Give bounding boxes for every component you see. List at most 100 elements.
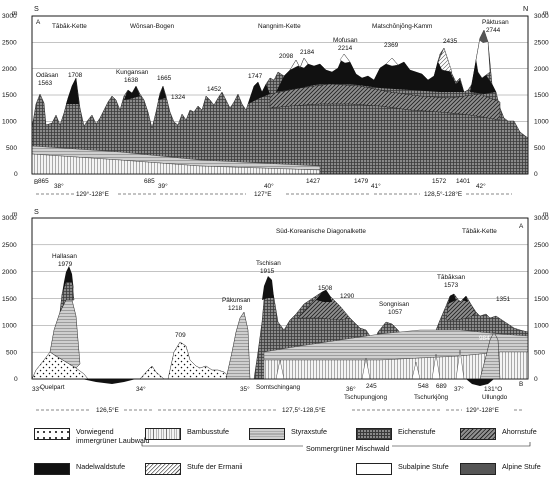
bottom-peak-984: 984 [479, 335, 490, 342]
top-ermanii-zone [437, 47, 453, 73]
bottom-corner-a: A [519, 223, 524, 230]
top-labels: S N m m A B 3000 2500 2000 1500 1000 500… [2, 4, 549, 190]
bottom-ytick-r-500: 500 [534, 350, 545, 357]
top-ytick-r-3000: 3000 [534, 13, 549, 20]
bottom-hallasan-styrax [49, 299, 81, 369]
bottom-lat-35: 35° [240, 385, 250, 393]
top-peak-kungansan-name: Kungansan [116, 69, 149, 76]
top-peak-paktusan-height: 2744 [486, 27, 501, 34]
top-bottom-685: 685 [144, 178, 155, 185]
bottom-pakunsan [225, 311, 251, 380]
top-ytick-500: 500 [6, 145, 17, 152]
top-range-wonsan: Wŏnsan-Bogen [130, 23, 174, 30]
legend-label-ermanii: Stufe der Ermanii [187, 462, 243, 471]
legend-label-bambus: Bambusstufe [187, 427, 229, 436]
legend-item-ermanii: Stufe der Ermanii [145, 462, 243, 475]
legend-swatch-ermanii [145, 463, 181, 475]
top-peak-2184: 2184 [300, 49, 315, 56]
top-range-tabak: Tăbăk-Kette [52, 23, 87, 30]
bottom-lon-1: 126,5°E [96, 406, 119, 414]
legend-label-alpine: Alpine Stufe [502, 462, 541, 471]
bottom-peak-tabaksan-height: 1573 [444, 282, 459, 289]
bottom-lon-131: 131°O [484, 385, 502, 393]
top-bottom-1572: 1572 [432, 178, 447, 185]
bottom-lat-37: 37° [454, 385, 464, 393]
legend-group-label: Sommergrüner Mischwald [303, 444, 393, 453]
legend-swatch-alpine [460, 463, 496, 475]
bottom-peak-709: 709 [175, 332, 186, 339]
bottom-value-689: 689 [436, 383, 447, 390]
top-ytick-0: 0 [14, 171, 18, 178]
top-lat-40: 40° [264, 182, 274, 190]
top-alpine-zone [479, 30, 488, 43]
legend-item-subalpine: Subalpine Stufe [356, 462, 449, 475]
top-corner-a: A [36, 19, 41, 26]
top-unit-right: m [543, 10, 549, 17]
top-peak-1708: 1708 [68, 72, 83, 79]
bottom-peak-pakunsan-name: Päkunsan [222, 297, 251, 304]
bottom-corner-b: B [519, 381, 523, 388]
top-ytick-r-2500: 2500 [534, 40, 549, 47]
top-nadelwald-zone [66, 54, 496, 104]
bottom-peak-1351: 1351 [496, 296, 511, 303]
top-peak-odasan-name: Odäsan [36, 72, 59, 79]
bottom-ullungdo-dip [466, 379, 494, 386]
bottom-lat-33: 33° [32, 385, 42, 393]
bottom-ytick-r-1000: 1000 [534, 323, 549, 330]
legend: Vorwiegend immergrüner Laubwald Bambusst… [0, 427, 560, 489]
top-lat-38: 38° [54, 182, 64, 190]
legend-swatch-styrax [249, 428, 285, 440]
legend-swatch-eichen [356, 428, 392, 440]
top-peak-2435: 2435 [443, 38, 458, 45]
top-range-nangnim: Nangnim-Kette [258, 23, 301, 30]
bottom-labels: S m m A B 3000 2500 2000 1500 1000 500 0… [2, 207, 549, 401]
bottom-ytick-1500: 1500 [2, 296, 17, 303]
legend-label-ahorn: Ahornstufe [502, 427, 537, 436]
bottom-peak-1508: 1508 [318, 285, 333, 292]
legend-item-eichen: Eichenstufe [356, 427, 436, 440]
bottom-peak-songnisan-height: 1057 [388, 309, 403, 316]
top-peak-1747: 1747 [248, 73, 263, 80]
bottom-ytick-2000: 2000 [2, 269, 17, 276]
bottom-peak-songnisan-name: Songnisan [379, 301, 410, 308]
top-bottom-1479: 1479 [354, 178, 369, 185]
top-bottom-1401: 1401 [456, 178, 471, 185]
top-ytick-2500: 2500 [2, 40, 17, 47]
legend-swatch-laubwald [34, 428, 70, 440]
bottom-ytick-3000: 3000 [2, 215, 17, 222]
top-lon-2: 127°E [254, 190, 271, 198]
top-lat-42: 42° [476, 182, 486, 190]
bottom-ytick-r-0: 0 [534, 376, 538, 383]
bottom-ytick-r-1500: 1500 [534, 296, 549, 303]
bottom-ytick-r-2500: 2500 [534, 242, 549, 249]
bottom-unit-right: m [543, 211, 549, 218]
top-ytick-2000: 2000 [2, 66, 17, 73]
bottom-valley-notches [275, 349, 465, 380]
bottom-ytick-500: 500 [6, 350, 17, 357]
bottom-place-quelpart: Quelpart [40, 384, 65, 391]
bottom-place-somtschingang: Somtschingang [256, 384, 300, 391]
legend-item-bambus: Bambusstufe [145, 427, 229, 440]
bottom-peak-tabaksan-name: Tăbăksan [437, 274, 466, 281]
top-peak-odasan-height: 1563 [38, 80, 53, 87]
legend-swatch-nadelwald [34, 463, 70, 475]
top-ytick-r-1500: 1500 [534, 92, 549, 99]
top-peak-kungansan-height: 1638 [124, 77, 139, 84]
legend-label-subalpine: Subalpine Stufe [398, 462, 449, 471]
top-ytick-r-0: 0 [534, 171, 538, 178]
top-lat-41: 41° [371, 182, 381, 190]
bottom-peak-hallasan-height: 1979 [58, 261, 73, 268]
top-bottom-865: 865 [38, 178, 49, 185]
legend-swatch-ahorn [460, 428, 496, 440]
bottom-ytick-r-3000: 3000 [534, 215, 549, 222]
bottom-peak-1290: 1290 [340, 293, 355, 300]
legend-label-styrax: Styraxstufe [291, 427, 327, 436]
top-lon-1: 129°-128°E [76, 190, 109, 198]
bottom-lon-2: 127,5°-128,5°E [282, 406, 326, 414]
top-ytick-r-2000: 2000 [534, 66, 549, 73]
top-peak-mofusan-height: 2214 [338, 45, 353, 52]
legend-item-alpine: Alpine Stufe [460, 462, 541, 475]
legend-item-nadelwald: Nadelwaldstufe [34, 462, 125, 475]
bottom-south-marker: S [34, 207, 39, 216]
